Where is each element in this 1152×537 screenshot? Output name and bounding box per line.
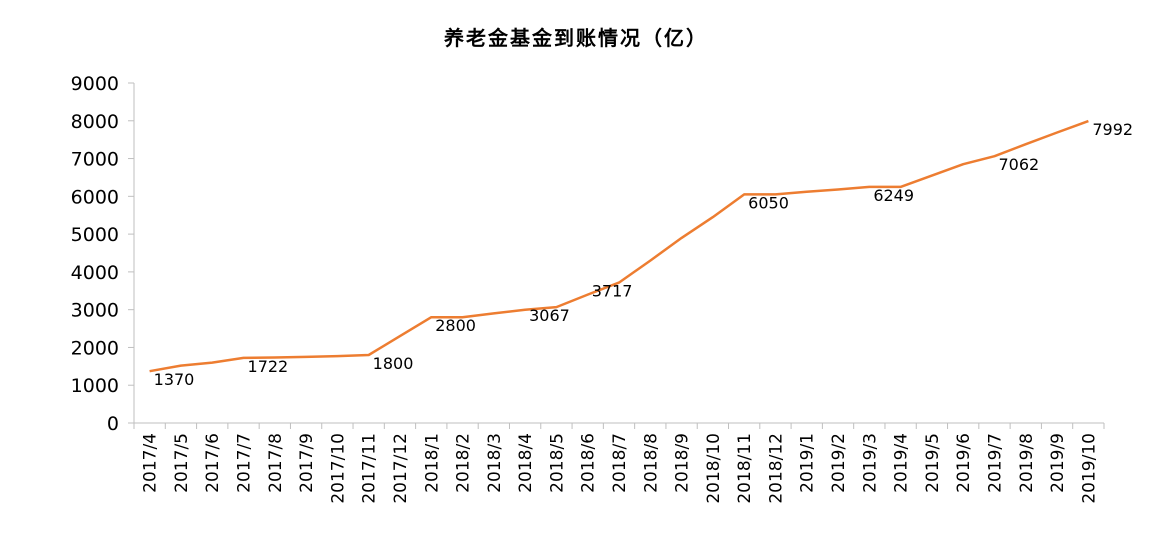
- x-axis-tick-label: 2018/12: [766, 433, 786, 504]
- y-axis-tick-label: 0: [107, 413, 119, 435]
- y-axis-tick-label: 7000: [71, 149, 119, 171]
- x-axis-tick-label: 2018/3: [485, 433, 505, 493]
- y-axis-tick-label: 1000: [71, 375, 119, 397]
- data-label: 3067: [529, 306, 570, 325]
- x-axis-tick-labels: 2017/4 2017/5 2017/6 2017/7 2017/8 2017/9 2017…: [141, 433, 1100, 504]
- y-axis-tick-label: 5000: [71, 224, 119, 246]
- x-axis-tick-label: 2019/10: [1079, 433, 1099, 504]
- data-label: 3717: [592, 282, 633, 301]
- x-axis-tick-label: 2018/11: [735, 433, 755, 504]
- data-label: 1370: [154, 370, 195, 389]
- x-axis-tick-label: 2018/2: [454, 433, 474, 493]
- x-axis-tick-label: 2018/7: [610, 433, 630, 493]
- chart-title: 养老金基金到账情况（亿）: [444, 26, 708, 50]
- data-label: 7062: [998, 155, 1039, 174]
- x-axis-tick-label: 2018/4: [516, 433, 536, 493]
- x-axis-tick-label: 2018/6: [579, 433, 599, 493]
- x-axis-tick-label: 2019/4: [892, 433, 912, 493]
- x-axis-tick-label: 2019/8: [1017, 433, 1037, 493]
- data-label: 2800: [435, 316, 476, 335]
- y-axis-tick-label: 8000: [71, 111, 119, 133]
- x-axis-tick-label: 2019/5: [923, 433, 943, 493]
- series-line-layer: [149, 119, 1089, 373]
- data-label: 6249: [873, 186, 914, 205]
- x-axis-tick-label: 2019/2: [829, 433, 849, 493]
- y-axis-tick-label: 9000: [71, 73, 119, 95]
- y-axis-tick-label: 6000: [71, 186, 119, 208]
- x-axis-tick-label: 2018/8: [641, 433, 661, 493]
- x-axis-tick-label: 2018/1: [422, 433, 442, 493]
- x-axis-tick-label: 2019/6: [954, 433, 974, 493]
- x-axis-tick-label: 2019/3: [860, 433, 880, 493]
- x-axis-tick-label: 2017/9: [297, 433, 317, 493]
- data-label: 6050: [748, 193, 789, 212]
- series-line: [149, 119, 1089, 373]
- x-axis-tick-label: 2018/10: [704, 433, 724, 504]
- x-axis-tick-label: 2019/1: [798, 433, 818, 493]
- x-axis-tick-label: 2017/4: [141, 433, 161, 493]
- x-axis-tick-label: 2017/12: [391, 433, 411, 504]
- x-axis-tick-label: 2017/8: [266, 433, 286, 493]
- data-labels: 1370 1722 1800 2800 3067 3717 6050 6249 7062 7992: [154, 120, 1133, 389]
- y-axis-tick-label: 2000: [71, 337, 119, 359]
- y-axis-tick-label: 3000: [71, 300, 119, 322]
- axes: [128, 82, 1105, 429]
- data-label: 1722: [248, 357, 289, 376]
- y-axis-tick-labels: 0 1000 2000 3000 4000 5000 6000 7000 8000 9000: [71, 73, 119, 435]
- x-axis-tick-label: 2018/5: [547, 433, 567, 493]
- data-label: 7992: [1092, 120, 1133, 139]
- x-axis-tick-label: 2017/6: [203, 433, 223, 493]
- data-label: 1800: [373, 354, 414, 373]
- x-axis-tick-label: 2019/7: [985, 433, 1005, 493]
- x-axis-tick-label: 2017/10: [328, 433, 348, 504]
- x-axis-tick-label: 2019/9: [1048, 433, 1068, 493]
- y-axis-tick-label: 4000: [71, 262, 119, 284]
- x-axis-tick-label: 2017/5: [172, 433, 192, 493]
- x-axis-tick-label: 2017/7: [235, 433, 255, 493]
- x-axis-tick-label: 2017/11: [360, 433, 380, 504]
- x-axis-tick-label: 2018/9: [673, 433, 693, 493]
